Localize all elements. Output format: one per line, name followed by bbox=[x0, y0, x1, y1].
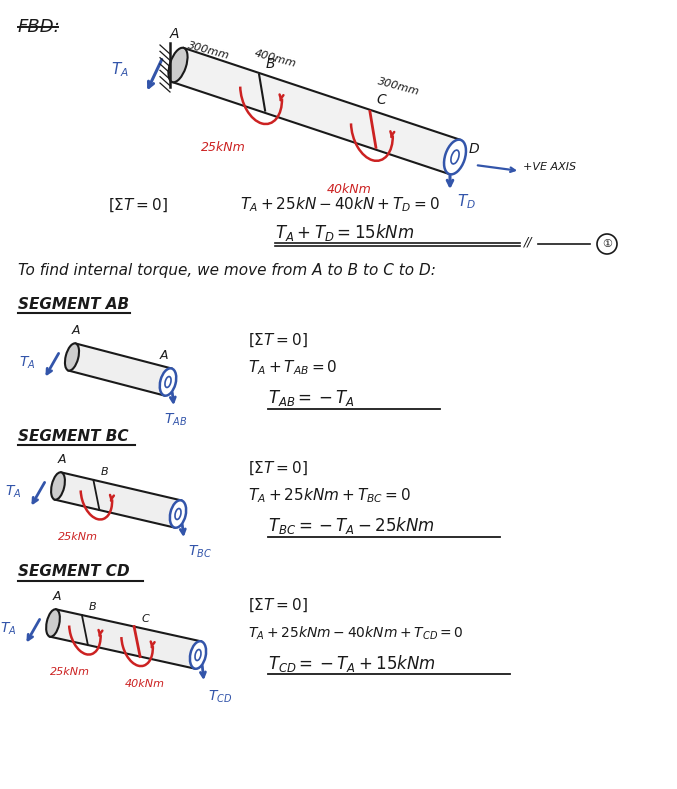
Ellipse shape bbox=[190, 641, 206, 669]
Text: $T_{AB} = -T_A$: $T_{AB} = -T_A$ bbox=[268, 388, 355, 408]
Polygon shape bbox=[50, 609, 201, 668]
Text: $T_A + T_D = 15kNm$: $T_A + T_D = 15kNm$ bbox=[275, 222, 414, 242]
Text: 40kNm: 40kNm bbox=[327, 183, 372, 196]
Text: $[\Sigma T{=}0]$: $[\Sigma T{=}0]$ bbox=[248, 596, 308, 614]
Text: $[\Sigma T{=}0]$: $[\Sigma T{=}0]$ bbox=[248, 331, 308, 349]
Text: A: A bbox=[169, 27, 179, 41]
Text: SEGMENT BC: SEGMENT BC bbox=[18, 428, 129, 443]
Text: $[\Sigma T{=}0]$: $[\Sigma T{=}0]$ bbox=[108, 196, 168, 214]
Text: //: // bbox=[524, 235, 533, 249]
Text: $T_{BC}$: $T_{BC}$ bbox=[188, 544, 212, 560]
Text: $T_D$: $T_D$ bbox=[457, 193, 476, 211]
Text: $T_{CD}$: $T_{CD}$ bbox=[208, 689, 232, 705]
Text: A: A bbox=[58, 453, 66, 466]
Text: A: A bbox=[72, 324, 81, 337]
Text: $T_A + 25kNm - 40kNm + T_{CD} = 0$: $T_A + 25kNm - 40kNm + T_{CD} = 0$ bbox=[248, 624, 464, 641]
Ellipse shape bbox=[195, 649, 201, 660]
Ellipse shape bbox=[65, 343, 79, 371]
Text: B: B bbox=[266, 57, 276, 70]
Ellipse shape bbox=[51, 473, 65, 499]
Text: $T_{BC} = -T_A - 25kNm$: $T_{BC} = -T_A - 25kNm$ bbox=[268, 515, 435, 537]
Ellipse shape bbox=[46, 609, 60, 637]
Polygon shape bbox=[173, 48, 460, 174]
Text: A: A bbox=[160, 349, 169, 362]
Text: $T_{CD} = -T_A + 15kNm$: $T_{CD} = -T_A + 15kNm$ bbox=[268, 653, 436, 674]
Text: $[\Sigma T{=}0]$: $[\Sigma T{=}0]$ bbox=[248, 459, 308, 477]
Text: SEGMENT AB: SEGMENT AB bbox=[18, 297, 129, 312]
Ellipse shape bbox=[170, 500, 186, 528]
Text: 40kNm: 40kNm bbox=[125, 679, 165, 689]
Text: 25kNm: 25kNm bbox=[50, 667, 90, 677]
Text: SEGMENT CD: SEGMENT CD bbox=[18, 564, 129, 579]
Text: FBD:: FBD: bbox=[18, 18, 61, 36]
Text: 400mm: 400mm bbox=[253, 49, 297, 69]
Ellipse shape bbox=[444, 140, 466, 174]
Text: A: A bbox=[53, 590, 61, 603]
Text: $T_A$: $T_A$ bbox=[19, 355, 35, 371]
Text: 25kNm: 25kNm bbox=[201, 141, 246, 154]
Text: B: B bbox=[89, 602, 97, 612]
Text: ①: ① bbox=[602, 239, 612, 249]
Text: C: C bbox=[141, 614, 149, 623]
Text: $T_A + 25kNm + T_{BC} = 0$: $T_A + 25kNm + T_{BC} = 0$ bbox=[248, 487, 411, 505]
Ellipse shape bbox=[165, 376, 171, 387]
Text: 300mm: 300mm bbox=[376, 77, 420, 97]
Text: To find internal torque, we move from A to B to C to D:: To find internal torque, we move from A … bbox=[18, 264, 436, 279]
Ellipse shape bbox=[451, 150, 459, 164]
Polygon shape bbox=[55, 473, 181, 528]
Text: $T_A + T_{AB} = 0$: $T_A + T_{AB} = 0$ bbox=[248, 359, 338, 377]
Ellipse shape bbox=[160, 368, 176, 396]
Polygon shape bbox=[68, 343, 171, 395]
Text: C: C bbox=[377, 93, 387, 107]
Text: 25kNm: 25kNm bbox=[58, 532, 98, 542]
Text: $T_A$: $T_A$ bbox=[111, 61, 129, 80]
Text: $T_A + 25kN - 40kN + T_D = 0$: $T_A + 25kN - 40kN + T_D = 0$ bbox=[240, 196, 440, 215]
Text: $T_A$: $T_A$ bbox=[5, 484, 21, 500]
Text: $T_A$: $T_A$ bbox=[0, 621, 16, 638]
Text: $T_{AB}$: $T_{AB}$ bbox=[165, 412, 188, 428]
Ellipse shape bbox=[169, 47, 188, 82]
Text: D: D bbox=[469, 142, 479, 156]
Text: 300mm: 300mm bbox=[186, 40, 230, 62]
Ellipse shape bbox=[175, 508, 181, 519]
Text: B: B bbox=[100, 467, 108, 477]
Text: +VE AXIS: +VE AXIS bbox=[523, 162, 576, 172]
